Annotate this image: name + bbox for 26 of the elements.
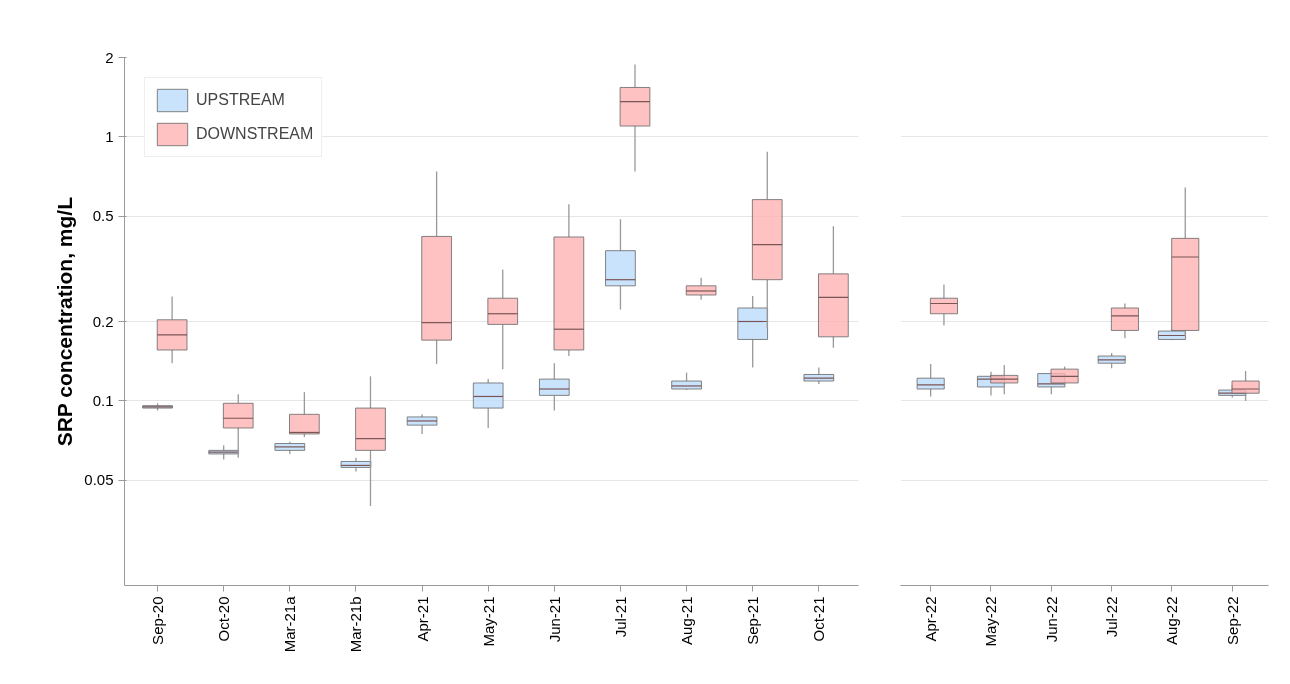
- x-tick-label: Oct-21: [810, 596, 828, 642]
- y-tick-label: 2: [105, 48, 114, 66]
- y-tick-label: 1: [105, 127, 114, 145]
- y-tick-label: 0.05: [84, 471, 114, 489]
- x-tick-label: Sep-21: [744, 596, 762, 645]
- x-tick-label: May-22: [982, 596, 1000, 647]
- y-axis-title: SRP concentration, mg/L: [53, 196, 77, 447]
- legend-label: DOWNSTREAM: [196, 125, 314, 143]
- x-tick-label: Apr-21: [413, 596, 431, 642]
- x-tick-label: Mar-21a: [281, 595, 299, 653]
- x-tick-label: May-21: [479, 596, 497, 647]
- y-tick-label: 0.1: [92, 391, 114, 409]
- y-tick-label: 0.5: [92, 207, 114, 225]
- x-tick-label: Jun-22: [1042, 596, 1060, 643]
- x-tick-label: Jul-21: [611, 596, 629, 638]
- x-tick-label: Jul-22: [1103, 596, 1121, 638]
- x-tick-label: Aug-22: [1163, 596, 1181, 645]
- x-tick-label: Sep-22: [1223, 596, 1241, 645]
- x-tick-label: Apr-22: [922, 596, 940, 642]
- x-tick-label: Sep-20: [149, 596, 167, 645]
- legend-label: UPSTREAM: [196, 91, 285, 109]
- x-tick-label: Mar-21b: [347, 596, 365, 653]
- x-tick-label: Jun-21: [545, 596, 563, 643]
- x-tick-label: Aug-21: [678, 596, 696, 645]
- y-tick-label: 0.2: [92, 312, 114, 330]
- x-tick-label: Oct-20: [215, 596, 233, 642]
